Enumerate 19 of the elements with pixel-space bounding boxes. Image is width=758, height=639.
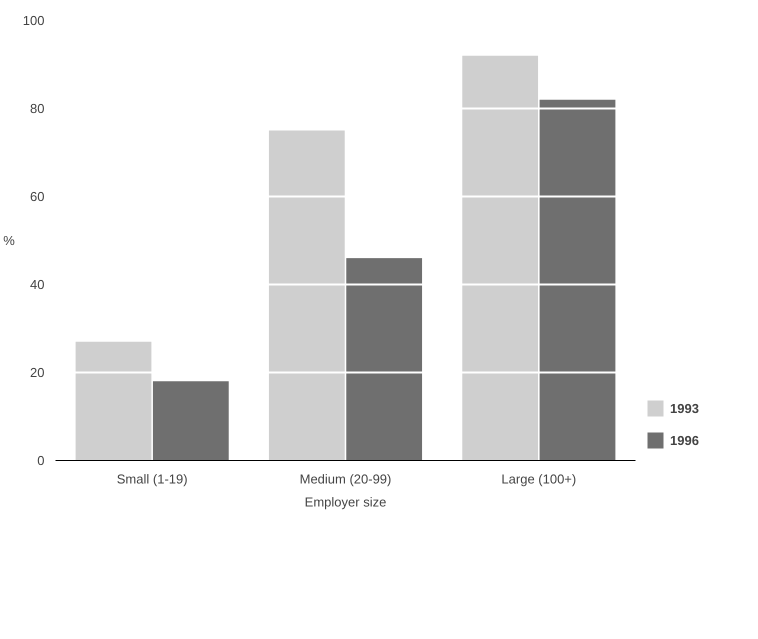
y-tick-label: 80 [30,101,45,116]
y-tick-label: 20 [30,365,45,380]
bar [462,56,538,460]
x-axis-title: Employer size [304,494,386,510]
bar [540,100,616,460]
bar [152,381,229,460]
y-axis-title: % [3,233,16,248]
bar [268,130,345,460]
x-tick-label: Small (1-19) [116,472,188,486]
bar [346,258,422,460]
bar [76,342,152,460]
y-tick-label: 0 [37,453,45,468]
y-tick-label: 40 [30,277,45,292]
x-tick-label: Large (100+) [501,472,576,486]
y-tick-label: 60 [30,189,45,204]
legend-label: 1993 [670,400,699,416]
x-tick-label: Medium (20-99) [300,472,392,486]
legend-label: 1996 [670,432,699,448]
y-tick-label: 100 [22,13,45,28]
